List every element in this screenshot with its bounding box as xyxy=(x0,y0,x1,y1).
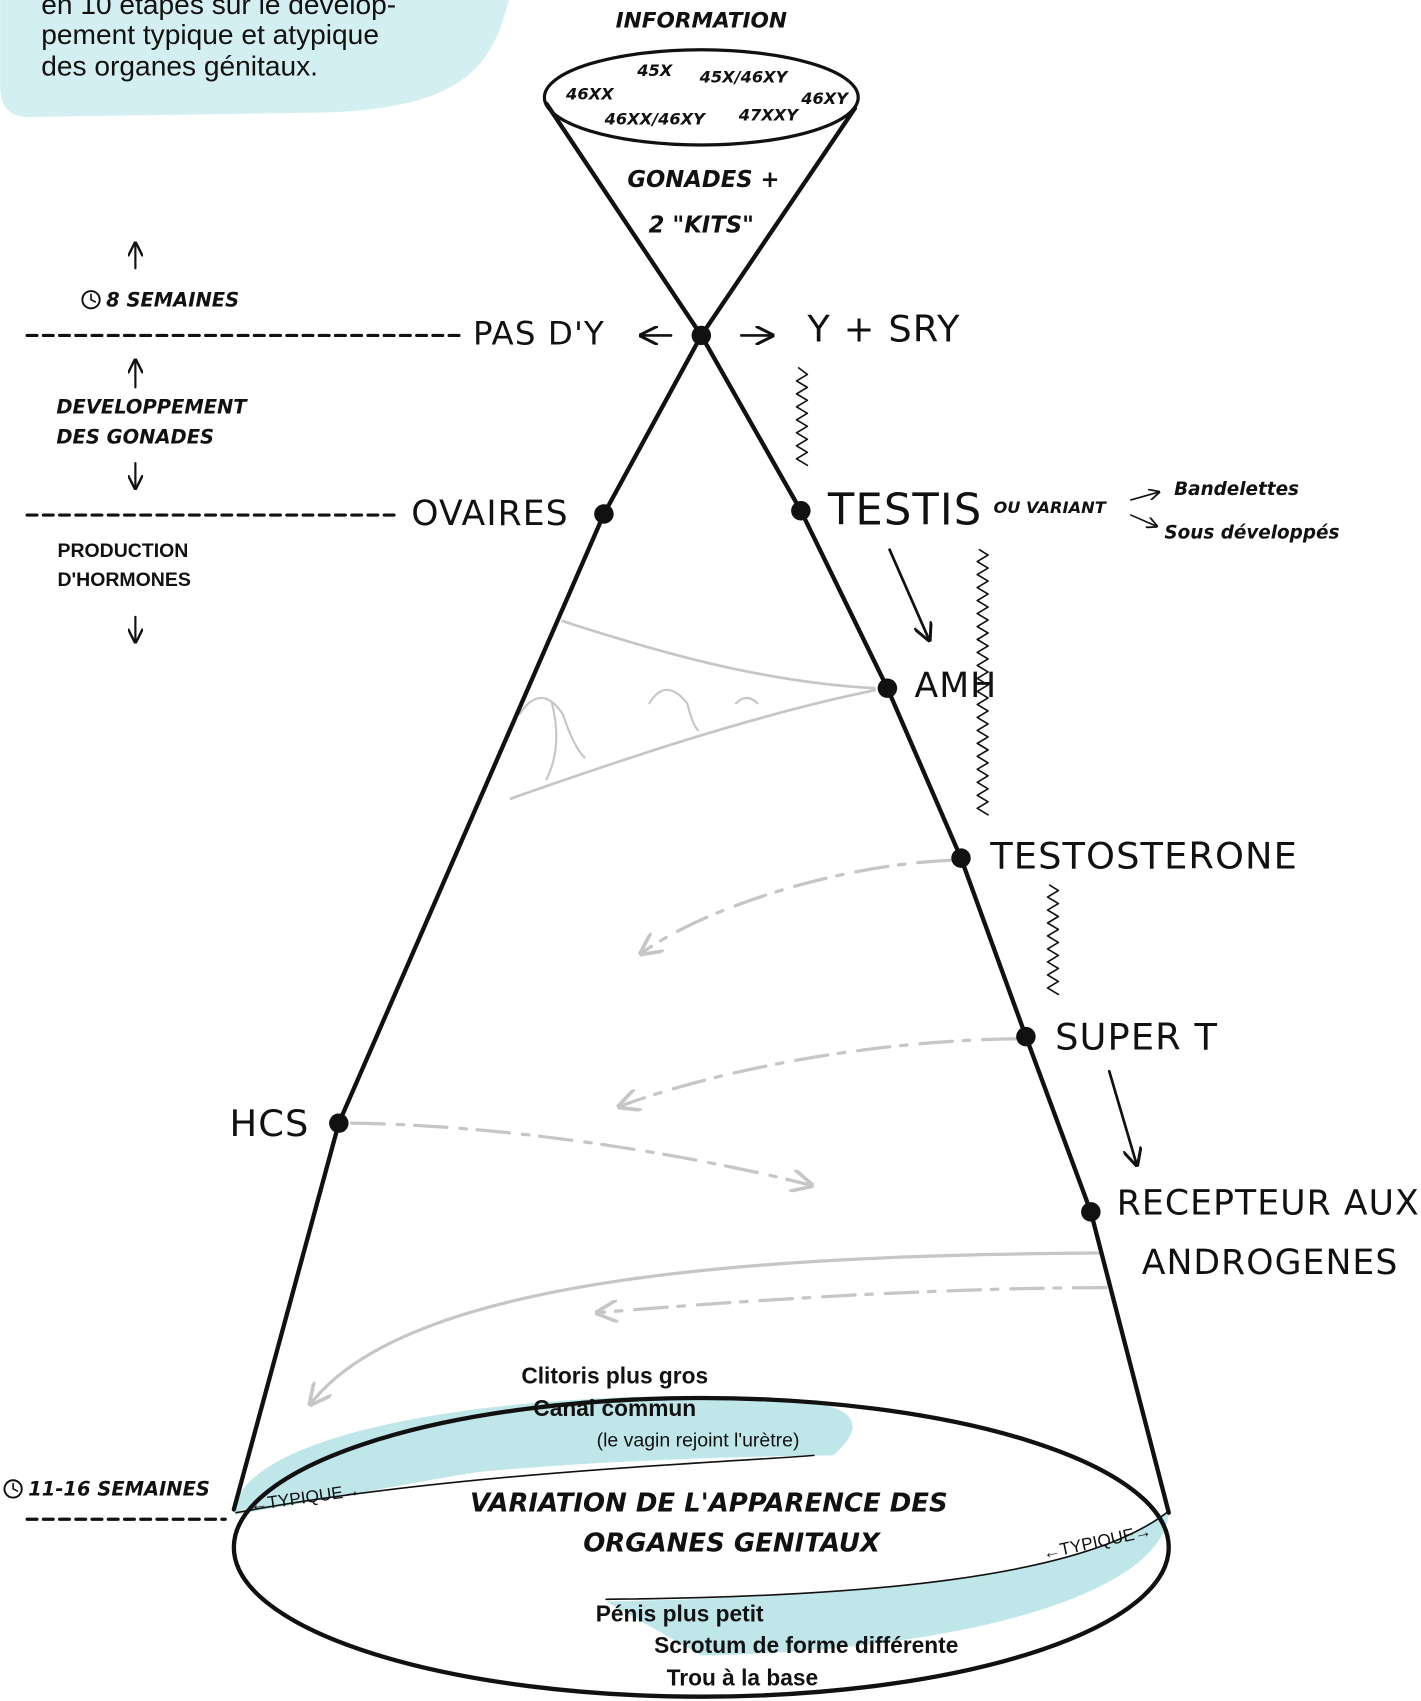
branch-label: PAS D'Y xyxy=(473,314,605,352)
branch-label: HCS xyxy=(230,1102,310,1145)
funnel-title: INFORMATION xyxy=(616,9,787,34)
outcome-item: Clitoris plus gros xyxy=(521,1362,708,1388)
outcome-item: Pénis plus petit xyxy=(596,1601,764,1627)
branch-label: TESTIS xyxy=(827,485,982,535)
outcome-item: Scrotum de forme différente xyxy=(654,1632,958,1658)
branch-label: Y + SRY xyxy=(806,308,960,351)
node xyxy=(791,501,810,520)
node xyxy=(1081,1202,1100,1221)
arrow xyxy=(890,550,929,639)
outcome-title: VARIATION DE L'APPARENCE DES xyxy=(470,1489,948,1519)
branch-label: RECEPTEUR AUX xyxy=(1117,1183,1420,1223)
effect-arrow xyxy=(352,1123,810,1185)
week-label: 11-16 SEMAINES xyxy=(28,1477,210,1500)
arrow xyxy=(1131,515,1156,526)
node xyxy=(878,678,897,697)
diagram: en 10 étapes sur le dévelop- pement typi… xyxy=(0,0,1421,1701)
funnel-inside: 2 "KITS" xyxy=(649,213,754,239)
stage-label: D'HORMONES xyxy=(57,569,190,591)
karyotype: 46XY xyxy=(800,89,850,108)
node xyxy=(594,504,613,523)
outcome-item: Trou à la base xyxy=(667,1664,819,1690)
variant-label: OU VARIANT xyxy=(993,498,1107,517)
arrow xyxy=(1131,492,1158,500)
duct-sketch xyxy=(520,690,758,779)
karyotype: 45X/46XY xyxy=(699,67,790,86)
gray-fan xyxy=(511,690,875,798)
intro-line: pement typique et atypique xyxy=(41,19,379,50)
node xyxy=(951,848,970,867)
branch-label: OVAIRES xyxy=(411,494,568,534)
intro-line: en 10 étapes sur le dévelop- xyxy=(41,0,396,20)
outcome-note: (le vagin rejoint l'urètre) xyxy=(597,1429,800,1451)
funnel-inside: GONADES + xyxy=(627,167,779,193)
gray-fan xyxy=(563,621,875,688)
variant-item: Bandelettes xyxy=(1174,479,1299,500)
branch-label: SUPER T xyxy=(1055,1015,1218,1058)
outcome-title: ORGANES GENITAUX xyxy=(583,1529,882,1559)
variant-item: Sous développés xyxy=(1164,522,1339,543)
node xyxy=(329,1113,348,1132)
karyotype: 47XXY xyxy=(738,105,801,124)
stage-label: DES GONADES xyxy=(56,426,214,449)
wavy-arrow xyxy=(797,368,808,465)
branch-label: ANDROGENES xyxy=(1142,1243,1399,1283)
karyotype: 46XX/46XY xyxy=(604,110,708,129)
clock-hands xyxy=(13,1484,17,1492)
effect-arrow xyxy=(600,1288,1106,1313)
node xyxy=(692,326,711,345)
node xyxy=(1016,1027,1035,1046)
week-label: 8 SEMAINES xyxy=(106,288,239,311)
intro-line: des organes génitaux. xyxy=(41,51,318,82)
stage-label: PRODUCTION xyxy=(57,540,188,562)
branch-label: AMH xyxy=(914,666,997,706)
stage-label: DEVELOPPEMENT xyxy=(56,395,248,418)
arrow xyxy=(1109,1071,1136,1163)
wavy-arrow xyxy=(1048,885,1059,994)
karyotype: 45X xyxy=(636,61,674,80)
branch-label: TESTOSTERONE xyxy=(989,835,1298,878)
karyotype: 46XX xyxy=(565,85,615,104)
effect-arrow xyxy=(643,860,950,952)
effect-arrow xyxy=(621,1039,1015,1106)
outcome-item: Canal commun xyxy=(533,1395,696,1421)
clock-hands xyxy=(91,294,95,302)
